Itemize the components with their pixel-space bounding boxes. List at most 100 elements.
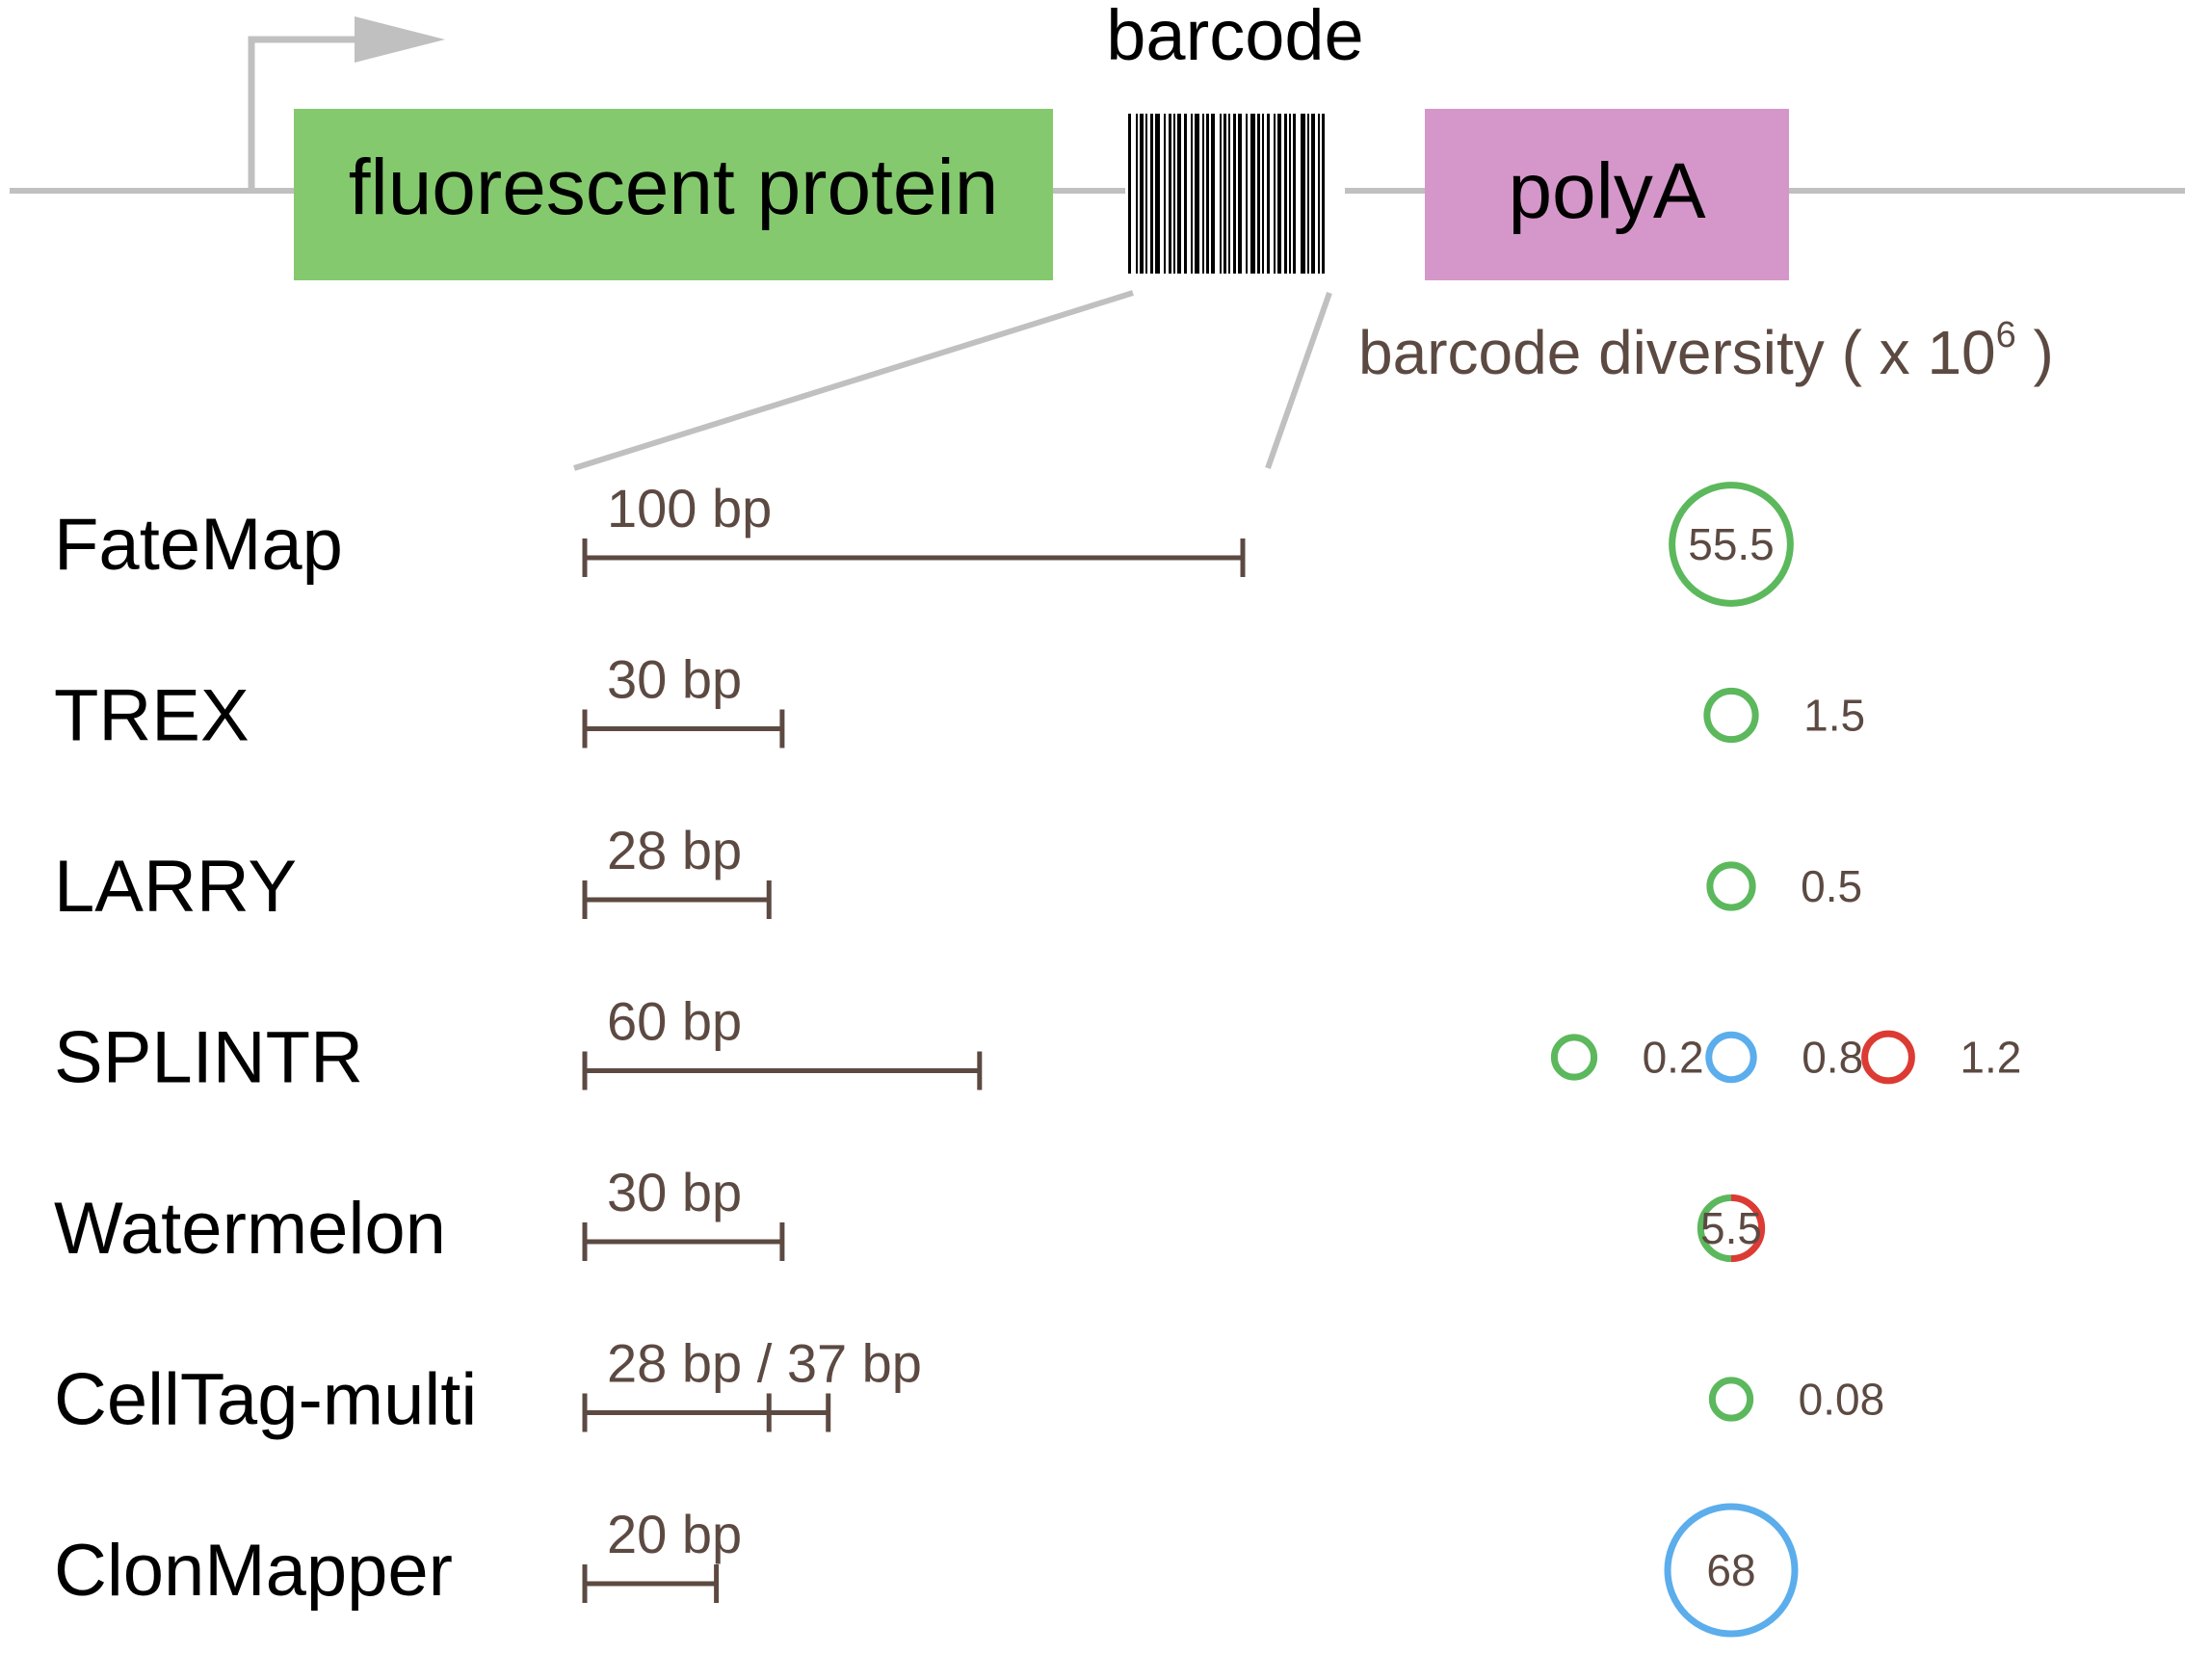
diversity-circle bbox=[1706, 861, 1756, 911]
method-name: ClonMapper bbox=[54, 1530, 453, 1612]
polya-box bbox=[1425, 109, 1789, 280]
barcode-stripe bbox=[1211, 114, 1215, 274]
method-row: ClonMapper 20 bp 68 bbox=[54, 1503, 1799, 1638]
barcode-length-label: 20 bp bbox=[607, 1504, 742, 1564]
diversity-header-prefix: barcode diversity ( x 10 bbox=[1358, 318, 1996, 387]
method-row: SPLINTR 60 bp 0.2 0.8 1.2 bbox=[54, 991, 2021, 1099]
barcode-length-label: 30 bp bbox=[607, 1162, 742, 1222]
zoom-line-right bbox=[1265, 292, 1332, 469]
barcode-stripe bbox=[1284, 114, 1287, 274]
diversity-header-suffix: ) bbox=[2016, 318, 2054, 387]
method-row: LARRY 28 bp 0.5 bbox=[54, 820, 1862, 928]
barcode-stripe bbox=[1257, 114, 1260, 274]
barcode-length-scale-bar bbox=[582, 709, 785, 748]
barcode-stripe bbox=[1228, 114, 1230, 274]
method-name: LARRY bbox=[54, 846, 297, 928]
barcode-stripe bbox=[1277, 114, 1281, 274]
barcode-stripe bbox=[1238, 114, 1242, 274]
diversity-header: barcode diversity ( x 106 ) bbox=[1358, 315, 2054, 387]
diversity-bubble: 0.8 bbox=[1705, 1031, 1863, 1084]
diversity-bubble: 0.5 bbox=[1706, 861, 1862, 911]
barcode-stripe bbox=[1307, 114, 1309, 274]
barcode-stripe bbox=[1155, 114, 1160, 274]
barcode-length-scale-bar bbox=[582, 880, 772, 919]
barcode-stripe bbox=[1250, 114, 1255, 274]
diversity-value: 0.2 bbox=[1643, 1033, 1704, 1083]
diversity-value: 55.5 bbox=[1688, 519, 1775, 569]
barcode-length-scale-bar bbox=[582, 1051, 983, 1090]
barcode-stripe bbox=[1202, 114, 1204, 274]
barcode-label: barcode bbox=[1106, 0, 1363, 75]
diversity-value: 1.2 bbox=[1960, 1033, 2021, 1083]
diversity-circle bbox=[1669, 482, 1794, 607]
barcode-length-scale-bar bbox=[582, 1222, 785, 1261]
diversity-bubble: 1.2 bbox=[1861, 1030, 2021, 1085]
diversity-value: 5.5 bbox=[1700, 1203, 1762, 1253]
barcode-stripe bbox=[1136, 114, 1138, 274]
diversity-value: 0.5 bbox=[1801, 861, 1862, 911]
diversity-bubble: 68 bbox=[1664, 1503, 1799, 1638]
diversity-circle bbox=[1861, 1030, 1915, 1085]
diversity-bubble: 0.08 bbox=[1708, 1375, 1885, 1425]
diversity-circle-arc bbox=[1697, 1194, 1732, 1263]
barcode-stripe bbox=[1150, 114, 1153, 274]
barcode-stripe bbox=[1293, 114, 1296, 274]
barcode-length-label: 30 bp bbox=[607, 649, 742, 710]
diversity-circle bbox=[1708, 1377, 1754, 1422]
barcode-stripe bbox=[1274, 114, 1276, 274]
barcode-stripe bbox=[1177, 114, 1181, 274]
diversity-circle bbox=[1664, 1503, 1799, 1638]
barcode-stripe bbox=[1169, 114, 1171, 274]
barcode-stripe bbox=[1140, 114, 1144, 274]
barcode-stripe bbox=[1164, 114, 1166, 274]
method-row: Watermelon 30 bp 5.5 bbox=[54, 1162, 1765, 1270]
barcode-stripe bbox=[1195, 114, 1199, 274]
method-name: CellTag-multi bbox=[54, 1359, 477, 1441]
barcode-length-scale-bar bbox=[582, 1564, 720, 1603]
diversity-value: 0.08 bbox=[1799, 1375, 1885, 1425]
polya-label: polyA bbox=[1508, 147, 1705, 235]
barcode-stripe bbox=[1246, 114, 1248, 274]
barcode-length-scale-bar bbox=[582, 538, 1246, 577]
diversity-circle-arc bbox=[1730, 1194, 1765, 1263]
method-rows: FateMap 100 bp 55.5 TREX 30 bp 1.5 LARRY 28 bp 0… bbox=[54, 478, 2021, 1638]
diversity-bubble: 0.2 bbox=[1550, 1033, 1704, 1083]
barcode-stripe bbox=[1173, 114, 1175, 274]
barcode-stripe bbox=[1191, 114, 1193, 274]
diversity-circle bbox=[1703, 687, 1759, 744]
diversity-bubble: 5.5 bbox=[1697, 1194, 1765, 1263]
zoom-line-left bbox=[573, 290, 1134, 471]
barcode-stripe bbox=[1322, 114, 1325, 274]
barcode-stripe bbox=[1318, 114, 1320, 274]
barcode-length-label: 28 bp bbox=[607, 820, 742, 880]
fluorescent-protein-box bbox=[294, 109, 1053, 280]
diversity-header-exponent: 6 bbox=[1996, 315, 2016, 355]
barcode-stripe bbox=[1262, 114, 1264, 274]
vector-construct: fluorescent protein barcode polyA bbox=[10, 0, 2185, 471]
barcode-length-label: 60 bp bbox=[607, 991, 742, 1052]
diversity-bubble: 55.5 bbox=[1669, 482, 1794, 607]
barcode-glyph bbox=[1128, 114, 1325, 274]
barcode-length-label: 100 bp bbox=[607, 478, 772, 538]
method-name: TREX bbox=[54, 675, 250, 757]
diversity-value: 1.5 bbox=[1803, 691, 1865, 741]
method-name: SPLINTR bbox=[54, 1017, 363, 1099]
barcode-stripe bbox=[1267, 114, 1270, 274]
fluorescent-protein-label: fluorescent protein bbox=[349, 144, 999, 231]
method-row: TREX 30 bp 1.5 bbox=[54, 649, 1865, 757]
method-row: CellTag-multi 28 bp / 37 bp 0.08 bbox=[54, 1333, 1884, 1441]
barcode-stripe bbox=[1233, 114, 1236, 274]
diversity-value: 0.8 bbox=[1802, 1033, 1863, 1083]
barcode-stripe bbox=[1145, 114, 1147, 274]
right-arrow-promoter bbox=[248, 16, 445, 191]
barcode-stripe bbox=[1220, 114, 1222, 274]
barcode-length-scale-bar bbox=[582, 1393, 831, 1432]
diversity-circle bbox=[1550, 1034, 1598, 1081]
barcode-stripe bbox=[1206, 114, 1209, 274]
barcode-stripe bbox=[1311, 114, 1315, 274]
barcode-stripe bbox=[1301, 114, 1305, 274]
method-name: FateMap bbox=[54, 504, 343, 586]
diversity-bubble: 1.5 bbox=[1703, 687, 1865, 744]
diversity-value: 68 bbox=[1706, 1545, 1755, 1595]
